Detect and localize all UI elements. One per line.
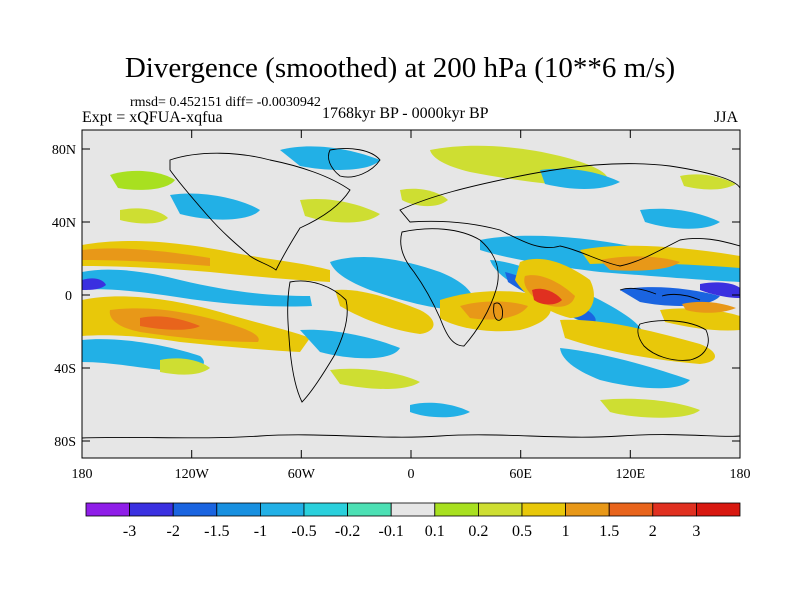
coast-greenland xyxy=(328,148,381,178)
lon-label-120w: 120W xyxy=(175,467,210,482)
coast-indonesia xyxy=(619,287,701,301)
field-region xyxy=(560,348,690,389)
lon-label-60w: 60W xyxy=(288,467,316,482)
colorbar-label: 3 xyxy=(692,523,700,540)
colorbar-label: 0.5 xyxy=(512,523,532,540)
colorbar-swatch xyxy=(434,502,479,517)
map-title: Divergence (smoothed) at 200 hPa (10**6 … xyxy=(124,52,676,84)
field-region xyxy=(532,288,562,305)
colorbar-swatch xyxy=(216,502,261,517)
coast-south-america xyxy=(287,280,348,403)
colorbar-swatch xyxy=(565,502,610,517)
colorbar-label: 2 xyxy=(649,523,657,540)
colorbar: -3 -2 -1.5 -1 -0.5 -0.2 -0.1 0.1 0.2 0.5 1 1.5 2 3 xyxy=(85,502,741,540)
colorbar-label: 0.2 xyxy=(468,523,488,540)
lon-label-120e: 120E xyxy=(616,467,646,482)
colorbar-swatch xyxy=(652,502,697,517)
colorbar-swatch xyxy=(696,502,741,517)
field-region xyxy=(330,257,474,311)
coast-madagascar xyxy=(493,302,503,321)
field-region xyxy=(300,198,380,223)
field-region xyxy=(82,248,210,266)
colorbar-label: -0.2 xyxy=(335,523,360,540)
coast-north-america xyxy=(169,152,351,271)
lon-label-0: 0 xyxy=(408,467,415,482)
season-label: JJA xyxy=(714,109,739,126)
stats-label: rmsd= 0.452151 diff= -0.0030942 xyxy=(130,95,321,110)
field-region xyxy=(120,208,168,224)
lat-axis xyxy=(82,148,740,442)
map-plot-area xyxy=(81,129,741,459)
lon-label-180e: 180 xyxy=(730,467,751,482)
lat-label-80n: 80N xyxy=(52,143,76,158)
field-region xyxy=(660,308,740,331)
coast-eurasia xyxy=(399,163,740,267)
colorbar-swatch xyxy=(347,502,392,517)
field-region xyxy=(680,174,736,190)
field-region xyxy=(280,146,380,170)
colorbar-swatch xyxy=(303,502,348,517)
lat-label-40n: 40N xyxy=(52,216,76,231)
coastlines xyxy=(82,148,740,439)
colorbar-label: 1.5 xyxy=(599,523,619,540)
colorbar-label: -0.1 xyxy=(379,523,404,540)
lat-label-0: 0 xyxy=(65,289,72,304)
colorbar-swatch xyxy=(521,502,566,517)
lat-label-40s: 40S xyxy=(54,362,76,377)
field-region xyxy=(110,170,175,190)
coast-antarctica xyxy=(82,434,740,439)
field-region xyxy=(540,168,620,189)
period-label: 1768kyr BP - 0000kyr BP xyxy=(322,105,489,122)
colorbar-label: 1 xyxy=(562,523,570,540)
colorbar-swatch xyxy=(85,502,130,517)
lon-axis xyxy=(81,130,741,458)
coast-australia xyxy=(637,320,709,361)
field-region xyxy=(140,316,200,330)
colorbar-swatch xyxy=(477,502,523,517)
lon-label-180w: 180 xyxy=(72,467,93,482)
field-region xyxy=(410,402,470,418)
experiment-label: Expt = xQFUA-xqfua xyxy=(82,109,223,126)
field-region xyxy=(300,329,400,359)
colorbar-label: -3 xyxy=(123,523,136,540)
field-region xyxy=(82,278,106,290)
field-region xyxy=(560,319,715,364)
field-region xyxy=(160,358,210,375)
colorbar-label: -1.5 xyxy=(204,523,229,540)
field-region xyxy=(640,208,720,229)
colorbar-swatch xyxy=(390,502,436,517)
field-region xyxy=(700,282,740,298)
colorbar-label: 0.1 xyxy=(425,523,445,540)
colorbar-swatch xyxy=(129,502,174,517)
colorbar-swatch xyxy=(608,502,654,517)
field-region xyxy=(82,269,312,307)
field-region xyxy=(682,301,736,313)
field-region xyxy=(620,287,720,306)
colorbar-swatch xyxy=(172,502,218,517)
colorbar-swatch xyxy=(259,502,305,517)
colorbar-label: -2 xyxy=(167,523,180,540)
field-region xyxy=(600,398,700,418)
field-region xyxy=(170,193,260,220)
lat-label-80s: 80S xyxy=(54,435,76,450)
divergence-field xyxy=(82,145,740,418)
lon-label-60e: 60E xyxy=(509,467,532,482)
colorbar-label: -0.5 xyxy=(291,523,316,540)
field-region xyxy=(330,368,420,389)
colorbar-label: -1 xyxy=(254,523,267,540)
field-region xyxy=(400,188,448,207)
field-region xyxy=(335,289,434,334)
field-region xyxy=(600,256,680,271)
coast-africa xyxy=(400,228,499,347)
